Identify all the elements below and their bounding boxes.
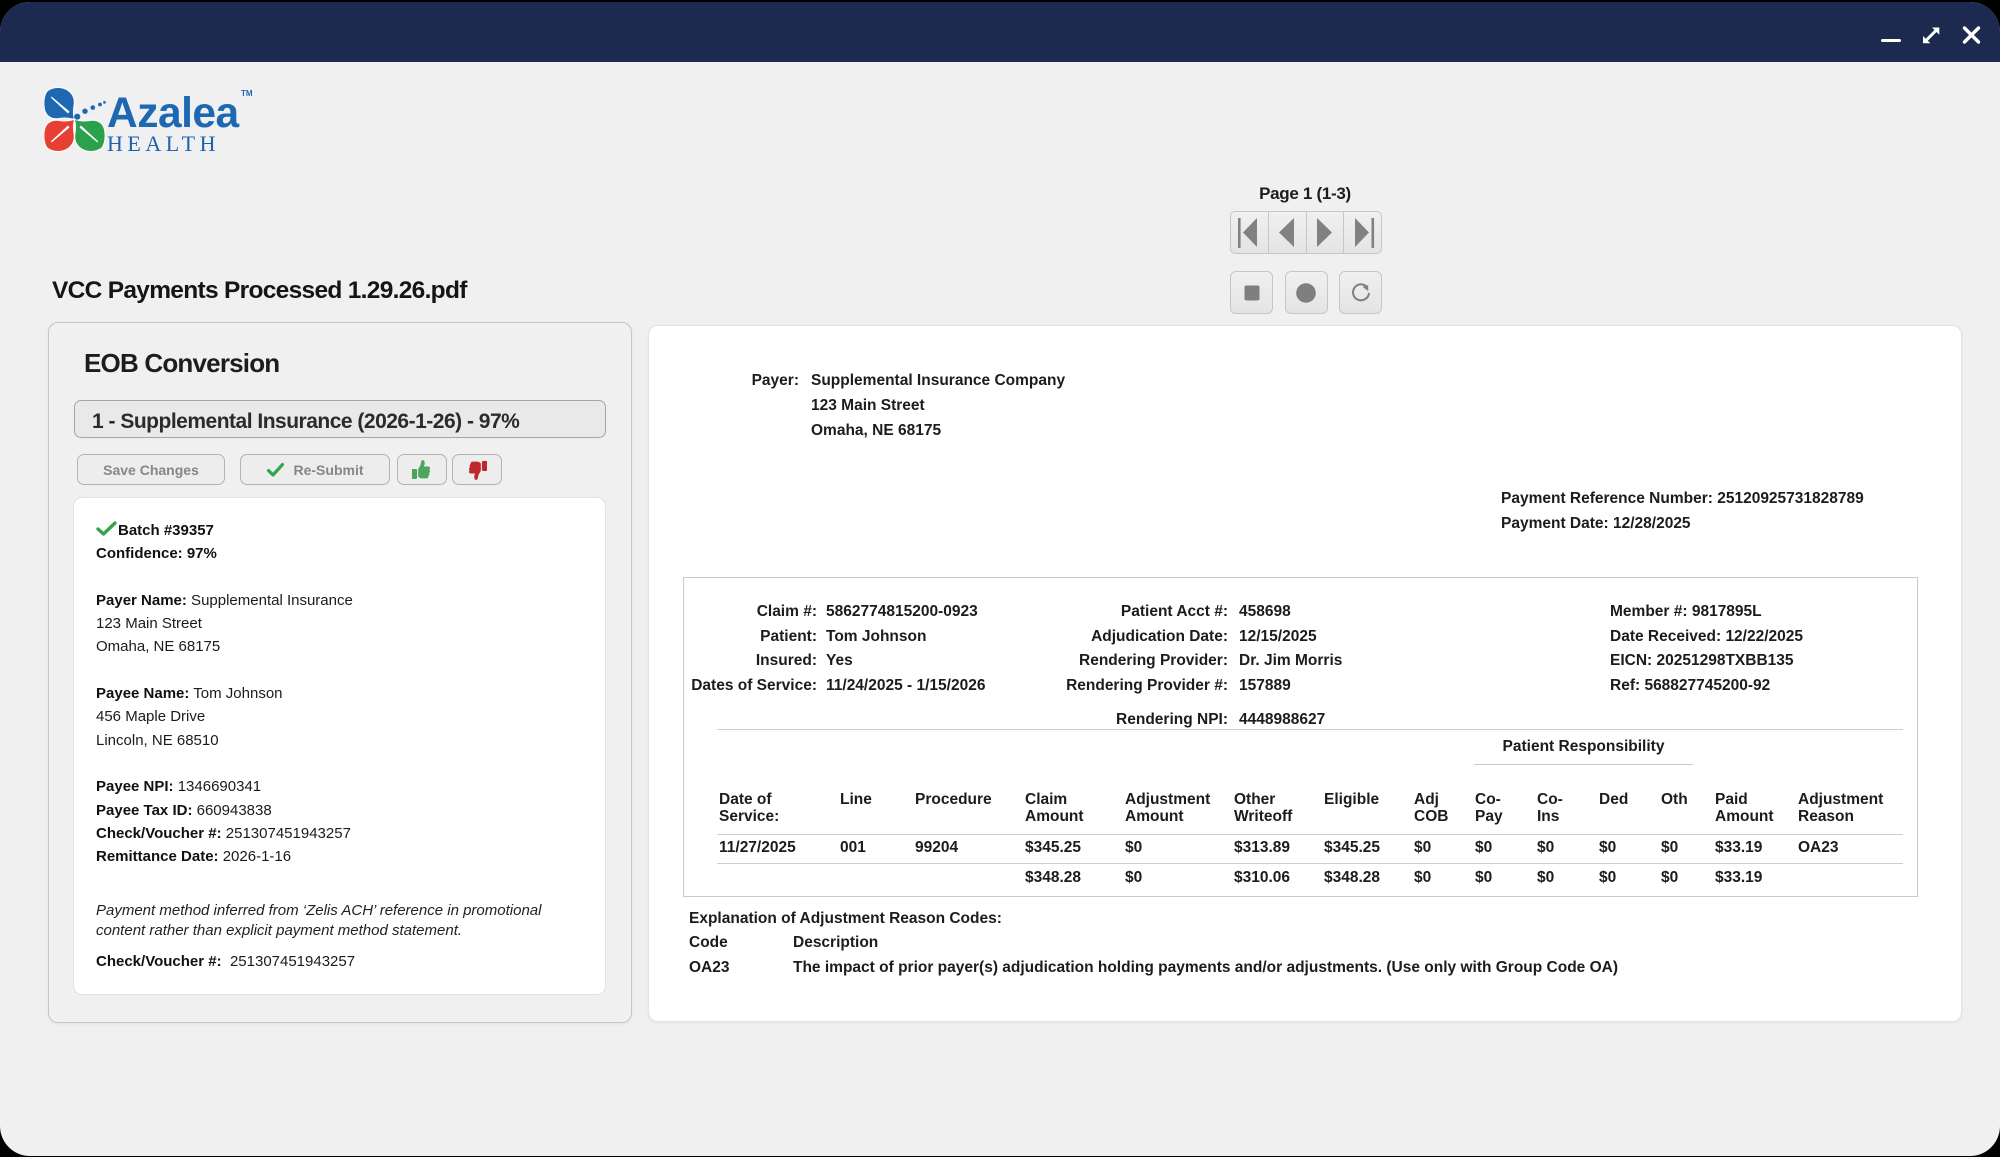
svg-text:TM: TM	[241, 89, 253, 98]
svg-text:Azalea: Azalea	[107, 90, 240, 137]
svg-text:HEALTH: HEALTH	[107, 131, 220, 156]
